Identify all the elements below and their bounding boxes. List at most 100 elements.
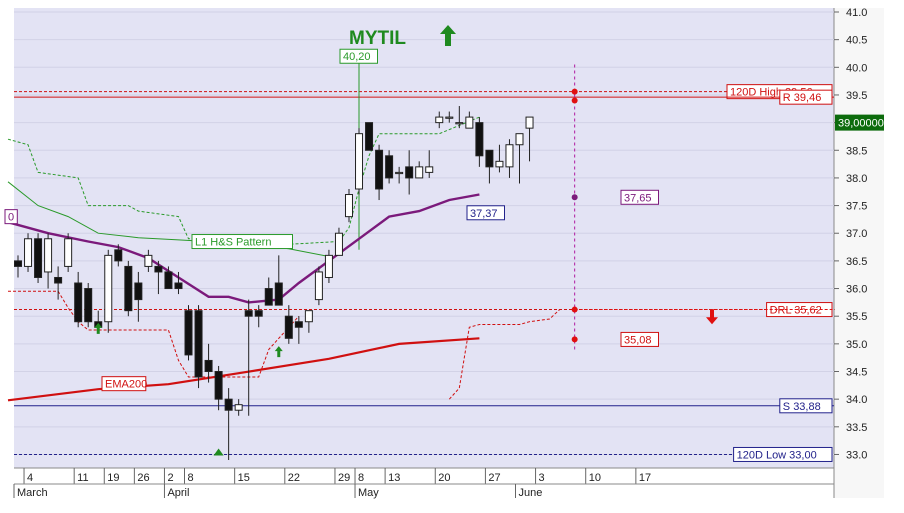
annotation-37-37: 37,37 [470,208,498,220]
x-tick-label: 26 [137,472,149,484]
x-tick-label: 8 [358,472,364,484]
candle [385,150,394,184]
candle-body-down [254,310,263,317]
candle-body-up [234,404,243,411]
level-label-drl-35-62: DRL 35,62 [770,305,822,317]
candle-body-down [405,166,414,179]
candle-body-up [445,116,454,119]
candle [124,260,133,317]
candle [455,106,464,129]
y-tick-label: 38.5 [846,145,867,157]
candle-body-down [385,155,394,179]
candle [74,271,83,328]
candle-body-up [304,310,313,323]
candle [104,249,113,333]
candle-body-up [395,171,404,175]
candle-body-up [415,166,424,179]
candle [445,111,454,123]
candle [184,305,193,361]
buy-signal-arrow-icon [274,346,283,358]
candle-body-up [505,144,514,168]
level-label-s-33-88: S 33,88 [783,401,821,413]
candle-body-up [344,194,353,218]
candle [194,305,203,389]
candle [284,305,293,344]
candle-body-down [34,238,43,278]
candle-body-down [194,310,203,378]
candle-body-up [144,254,153,267]
candle [154,260,163,295]
y-tick-label: 41.0 [846,7,867,19]
price-axis-panel [834,8,884,498]
candle-body-down [134,282,143,301]
y-tick-label: 38.0 [846,173,867,185]
candle [24,233,33,272]
x-tick-label: 27 [488,472,500,484]
candle-body-up [515,133,524,146]
x-tick-label: 3 [539,472,545,484]
annotation-l1-h-s-pattern: L1 H&S Pattern [195,237,271,249]
candle [164,266,173,290]
candle [44,233,53,289]
y-tick-label: 36.5 [846,256,867,268]
projection-marker [571,194,578,201]
level-box [733,446,833,462]
candle [264,277,273,306]
candle-body-down [274,282,283,306]
candle-body-down [164,271,173,290]
candle [365,122,374,151]
annotation-box [620,189,659,205]
level-label-r-39-46: R 39,46 [783,92,822,104]
y-tick-label: 39.5 [846,90,867,102]
candle-body-up [435,116,444,124]
candle [395,166,404,184]
candle-body-down [154,265,163,273]
level-label-120d-low-33-00: 120D Low 33,00 [737,449,817,461]
y-tick-label: 36.0 [846,284,867,296]
candle-body-up [324,254,333,278]
y-tick-label: 33.0 [846,449,867,461]
annotation-box [620,331,659,347]
y-tick-label: 34.5 [846,367,867,379]
annotation-box [4,209,18,225]
x-tick-label: 29 [338,472,350,484]
annotation-box [191,234,293,250]
candle-body-down [84,288,93,323]
candle [314,266,323,306]
x-tick-label: 17 [639,472,651,484]
candle-body-down [244,310,253,317]
projection-marker [571,97,578,104]
candle [405,150,414,195]
candle [174,271,183,295]
candle-body-down [174,282,183,290]
x-tick-label: 22 [288,472,300,484]
candle-body-down [224,398,233,411]
candle [134,271,143,322]
candle [304,310,313,333]
x-tick-label: 8 [188,472,194,484]
time-axis-panel [14,468,834,498]
candle [475,117,484,167]
candle [375,144,384,201]
y-tick-label: 35.0 [846,339,867,351]
candle [64,233,73,272]
candle-body-down [204,359,213,373]
title-up-arrow-icon [440,25,456,46]
candle [274,255,283,306]
y-tick-label: 40.0 [846,62,867,74]
candle [525,116,534,162]
candle-body-down [114,249,123,262]
candle-body-down [284,315,293,339]
candle-body-up [425,166,434,173]
candle-body-up [104,254,113,323]
y-tick-label: 37.5 [846,201,867,213]
annotation-box [339,48,378,64]
candle [224,388,233,460]
candle [415,161,424,179]
candle-body-down [14,260,22,267]
drl-projection [448,309,560,400]
trailing-stop-lower [8,290,300,378]
candle [214,365,223,411]
buy-signal-arrow-icon [94,322,103,334]
